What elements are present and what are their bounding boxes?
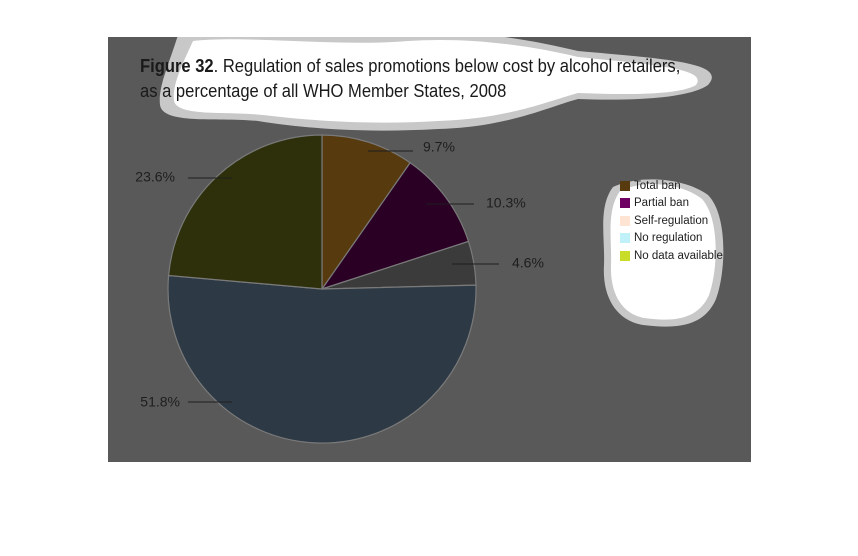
legend-label: Self-regulation <box>634 214 709 227</box>
pie-slice <box>167 274 477 444</box>
figure-label: Figure 32 <box>140 56 214 76</box>
title-line-1-text: . Regulation of sales promotions below c… <box>213 56 681 76</box>
legend-label: No regulation <box>634 232 703 245</box>
slice-label: 9.7% <box>423 139 455 155</box>
chart-title: Figure 32. Regulation of sales promotion… <box>140 54 706 104</box>
title-highlight-shape <box>159 37 724 327</box>
pie-slice <box>167 134 323 290</box>
legend-swatch <box>620 233 630 244</box>
legend-item: Total ban <box>620 177 723 195</box>
slice-label: 51.8% <box>140 394 180 410</box>
legend-label: No data available <box>634 249 723 262</box>
slice-label: 10.3% <box>486 195 526 211</box>
title-line-1: Figure 32. Regulation of sales promotion… <box>140 54 706 79</box>
chart-panel: Figure 32. Regulation of sales promotion… <box>108 37 751 462</box>
legend-swatch <box>620 180 630 191</box>
pie-slice <box>321 134 411 291</box>
legend-swatch <box>620 250 630 261</box>
legend-item: No data available <box>620 247 723 265</box>
pie-slice <box>320 161 470 291</box>
legend-swatch <box>620 215 630 226</box>
legend-label: Partial ban <box>634 197 689 210</box>
legend-item: Partial ban <box>620 195 723 213</box>
legend-item: No regulation <box>620 230 723 248</box>
pie-slices <box>167 134 477 444</box>
label-leader-lines <box>188 150 499 403</box>
pie-chart: 9.7% 10.3% 4.6% 51.8% 23.6% <box>135 134 544 444</box>
slice-label: 4.6% <box>512 255 544 271</box>
slice-label: 23.6% <box>135 169 175 185</box>
title-line-2: as a percentage of all WHO Member States… <box>140 81 507 101</box>
legend-swatch <box>620 198 630 209</box>
legend-label: Total ban <box>634 179 681 192</box>
legend: Total ban Partial ban Self-regulation No re… <box>620 177 723 265</box>
slice-labels: 9.7% 10.3% 4.6% 51.8% 23.6% <box>135 139 544 410</box>
legend-item: Self-regulation <box>620 212 723 230</box>
